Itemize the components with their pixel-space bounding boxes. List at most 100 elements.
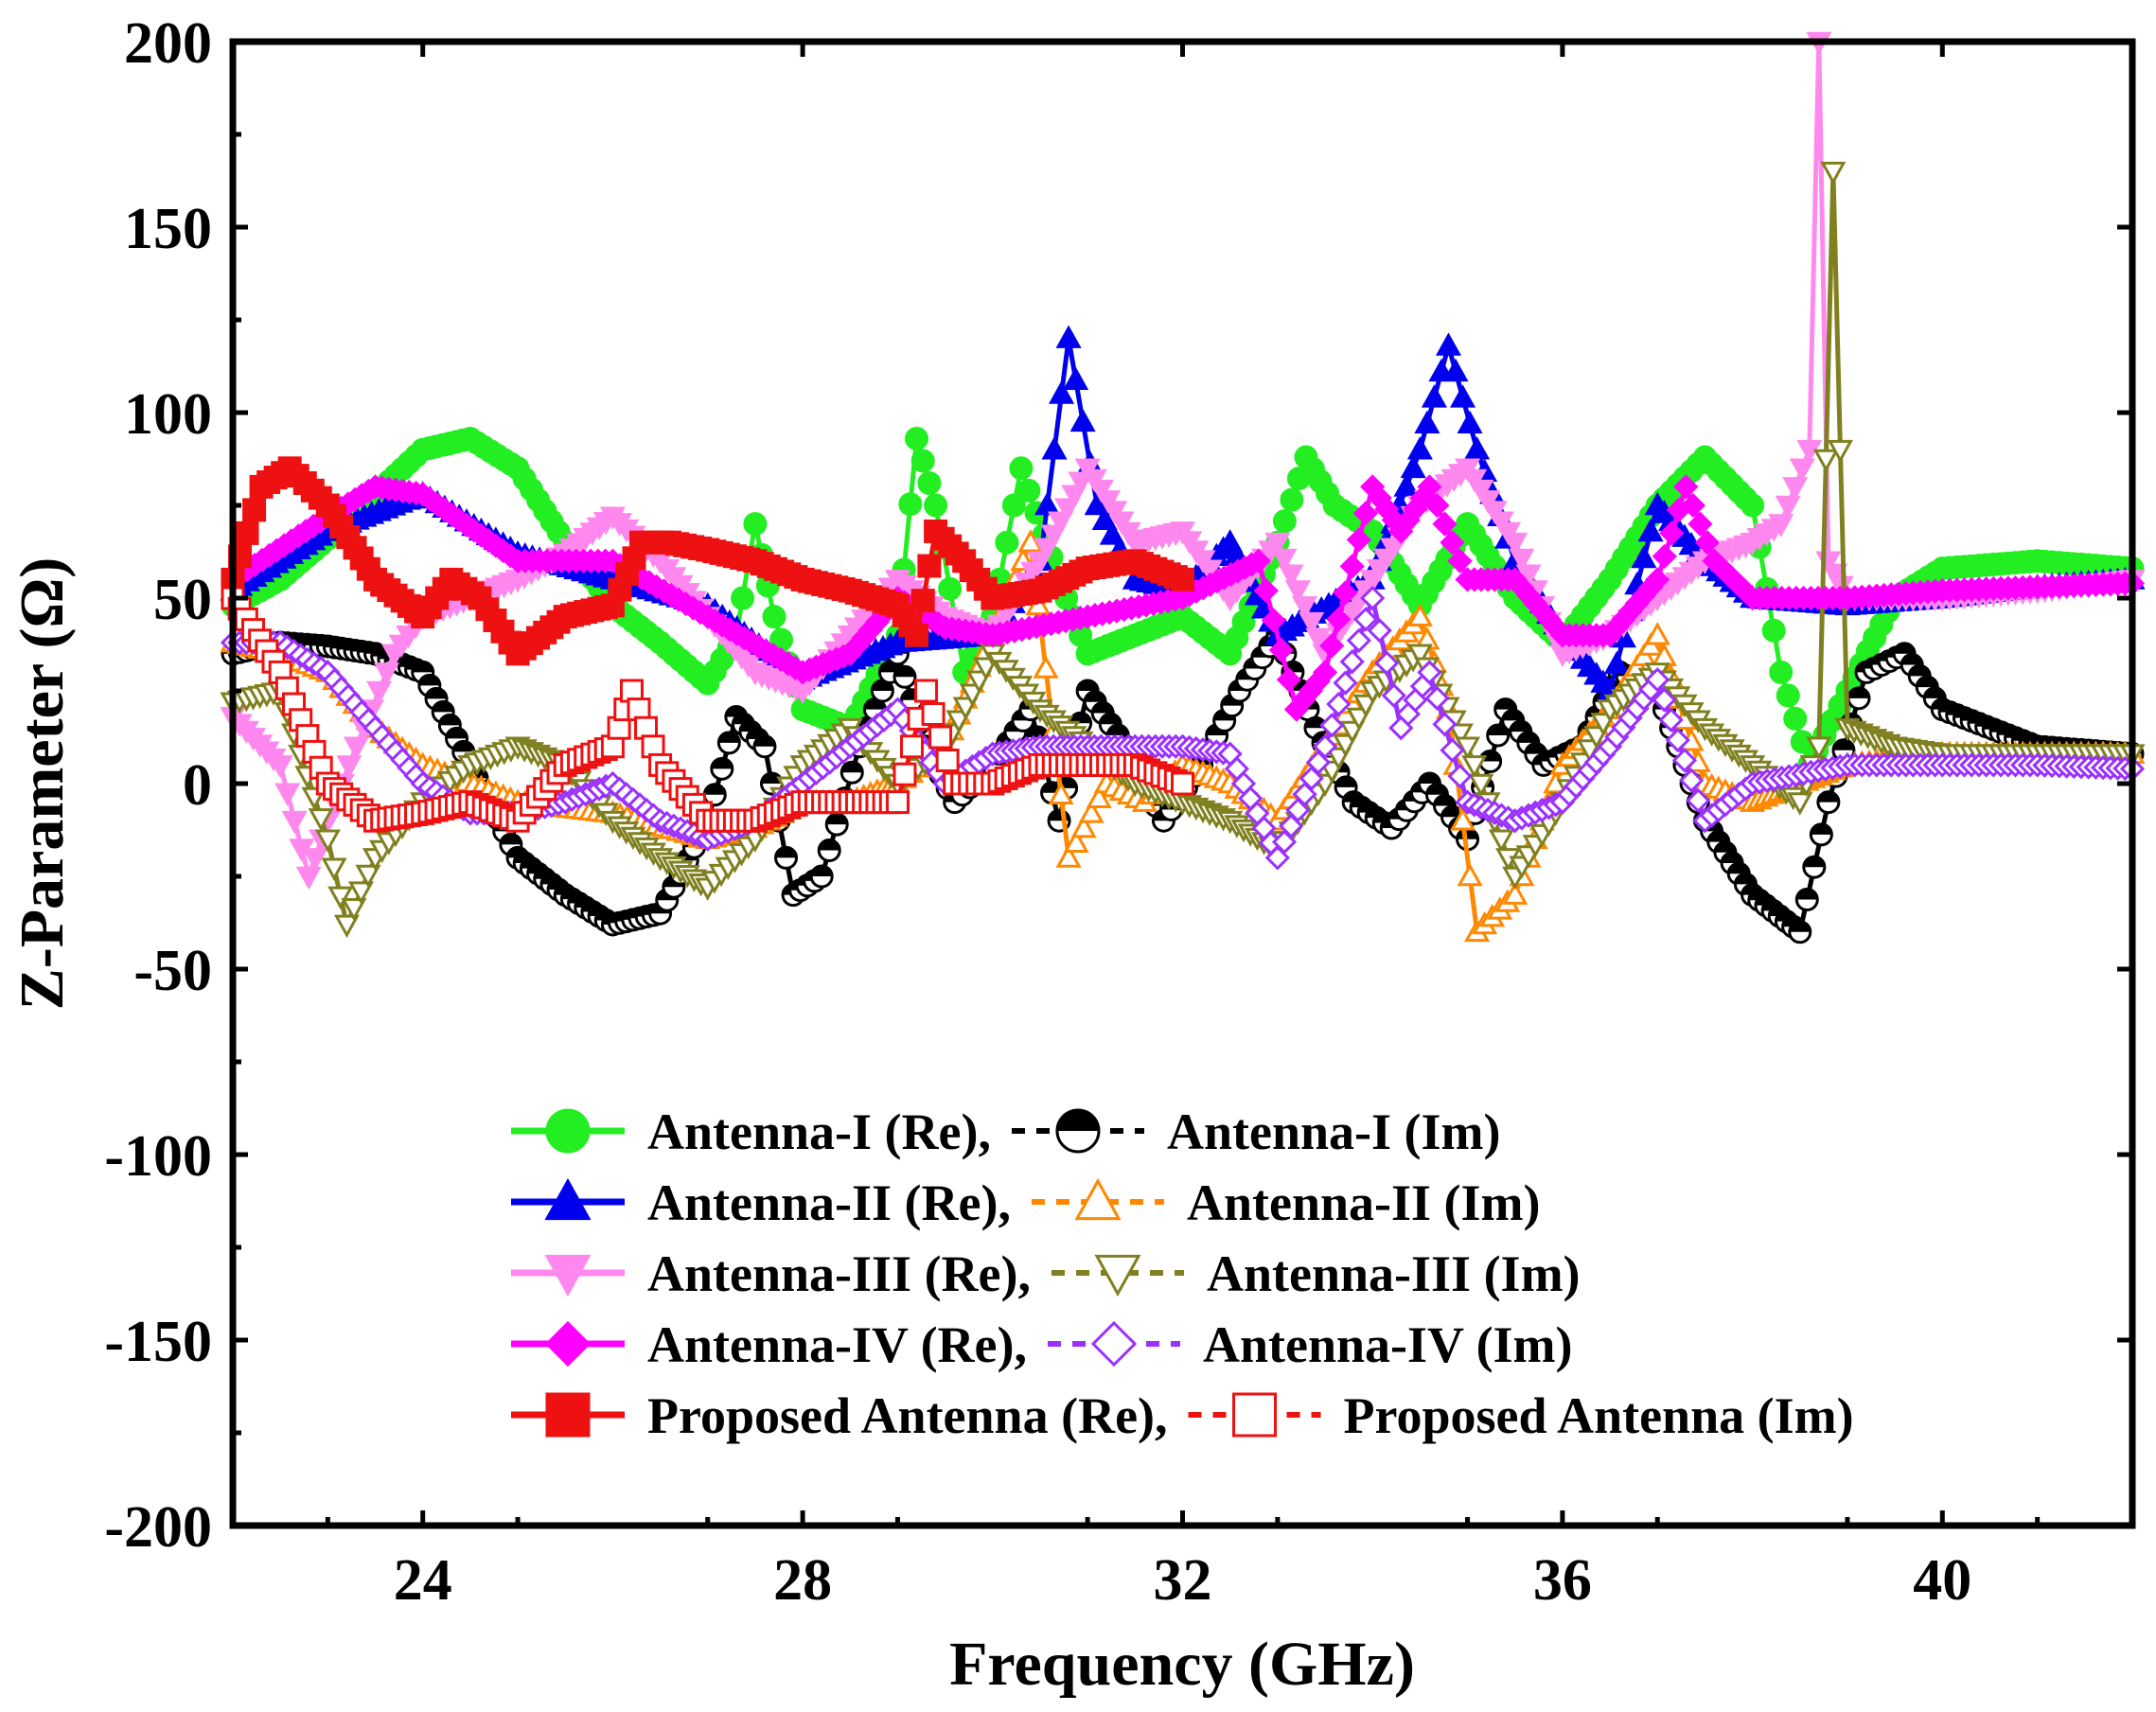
data-point — [355, 864, 381, 889]
data-point — [1688, 511, 1713, 537]
y-tick-label: -100 — [104, 1124, 212, 1189]
legend-item: Proposed Antenna (Im) — [1188, 1387, 1854, 1444]
data-point — [1424, 685, 1450, 711]
data-point — [839, 760, 864, 785]
data-point — [1652, 543, 1677, 570]
legend-swatch-marker — [545, 1108, 591, 1154]
data-point — [1055, 844, 1082, 868]
data-point — [1457, 410, 1483, 434]
data-point — [1432, 712, 1458, 737]
data-point — [1769, 660, 1794, 684]
legend-item: Antenna-I (Im) — [1011, 1103, 1501, 1160]
data-point — [1447, 723, 1474, 747]
data-point — [905, 426, 929, 450]
data-point — [1171, 567, 1194, 591]
data-point — [1393, 473, 1420, 497]
y-axis-title: Z-Parameter (Ω) — [8, 557, 77, 1011]
legend-item: Antenna-I (Re), — [511, 1103, 991, 1160]
legend-swatch-marker — [1090, 1320, 1138, 1368]
data-point — [1319, 633, 1345, 659]
data-point — [1374, 650, 1400, 676]
data-point — [1339, 649, 1365, 675]
data-point — [1417, 474, 1442, 500]
data-point — [1645, 667, 1670, 693]
data-point — [892, 664, 917, 689]
data-point — [774, 845, 799, 870]
data-point — [731, 586, 755, 610]
data-point — [1424, 492, 1450, 519]
data-point — [1326, 691, 1352, 717]
data-point — [710, 756, 734, 781]
data-point — [1432, 511, 1458, 537]
legend-label: Antenna-IV (Im) — [1203, 1316, 1573, 1373]
data-point — [341, 898, 367, 922]
data-point — [1468, 773, 1494, 798]
data-point — [242, 498, 267, 522]
data-point — [1449, 384, 1476, 408]
data-point — [1016, 478, 1041, 503]
data-point — [1055, 325, 1082, 348]
data-point — [1352, 607, 1379, 632]
data-point — [1171, 771, 1194, 796]
data-point — [302, 848, 328, 872]
data-point — [1761, 618, 1786, 643]
ticks-layer — [233, 39, 2132, 1528]
data-point — [928, 725, 953, 750]
x-tick-label: 32 — [1154, 1548, 1212, 1613]
legend-label: Antenna-II (Im) — [1187, 1174, 1541, 1231]
x-tick-label: 36 — [1533, 1548, 1592, 1613]
legend-swatch-marker — [1074, 1177, 1122, 1221]
data-point — [924, 493, 948, 518]
data-point — [1671, 748, 1698, 773]
y-tick-label: 0 — [183, 753, 212, 818]
data-point — [1272, 509, 1297, 534]
data-point — [1360, 585, 1386, 611]
data-point — [995, 530, 1019, 555]
data-point — [1086, 785, 1112, 808]
data-point — [1816, 790, 1841, 815]
data-point — [327, 886, 354, 909]
data-point — [1017, 529, 1044, 553]
data-point — [1268, 637, 1294, 663]
y-tick-label: 200 — [124, 11, 212, 76]
data-point — [1299, 611, 1325, 636]
data-point — [1078, 800, 1105, 823]
data-point — [914, 679, 939, 703]
data-point — [1787, 792, 1813, 816]
data-point — [1261, 608, 1286, 633]
x-axis-title: Frequency (GHz) — [949, 1630, 1415, 1699]
y-tick-label: 100 — [124, 382, 212, 447]
data-point — [1644, 622, 1670, 645]
data-point — [1827, 439, 1853, 464]
data-point — [1603, 650, 1630, 675]
legend-label: Antenna-III (Im) — [1207, 1245, 1581, 1302]
data-point — [1461, 755, 1488, 779]
data-point — [1794, 888, 1819, 911]
data-point — [1658, 707, 1684, 732]
data-point — [1280, 487, 1304, 512]
data-point — [1822, 563, 1848, 587]
data-point — [1502, 532, 1529, 556]
data-point — [1421, 384, 1447, 408]
data-point — [274, 783, 301, 806]
data-point — [295, 866, 322, 891]
legend-label: Proposed Antenna (Re), — [647, 1387, 1168, 1444]
data-point — [1809, 822, 1833, 847]
data-point — [1048, 781, 1074, 805]
data-point — [1464, 436, 1491, 460]
data-point — [343, 736, 370, 760]
series-layer — [220, 31, 2146, 944]
legend-label: Antenna-I (Im) — [1167, 1103, 1501, 1160]
data-point — [1783, 706, 1808, 731]
y-tick-label: -150 — [104, 1310, 212, 1374]
data-point — [817, 838, 841, 863]
data-point — [1488, 829, 1514, 853]
data-point — [1440, 530, 1465, 556]
data-point — [1806, 736, 1832, 760]
data-point — [1502, 881, 1529, 905]
data-point — [1084, 491, 1110, 516]
legend-swatch-marker — [1232, 1392, 1278, 1438]
data-point — [1406, 644, 1433, 667]
legend-item: Proposed Antenna (Re), — [511, 1387, 1168, 1444]
data-point — [1069, 408, 1096, 432]
